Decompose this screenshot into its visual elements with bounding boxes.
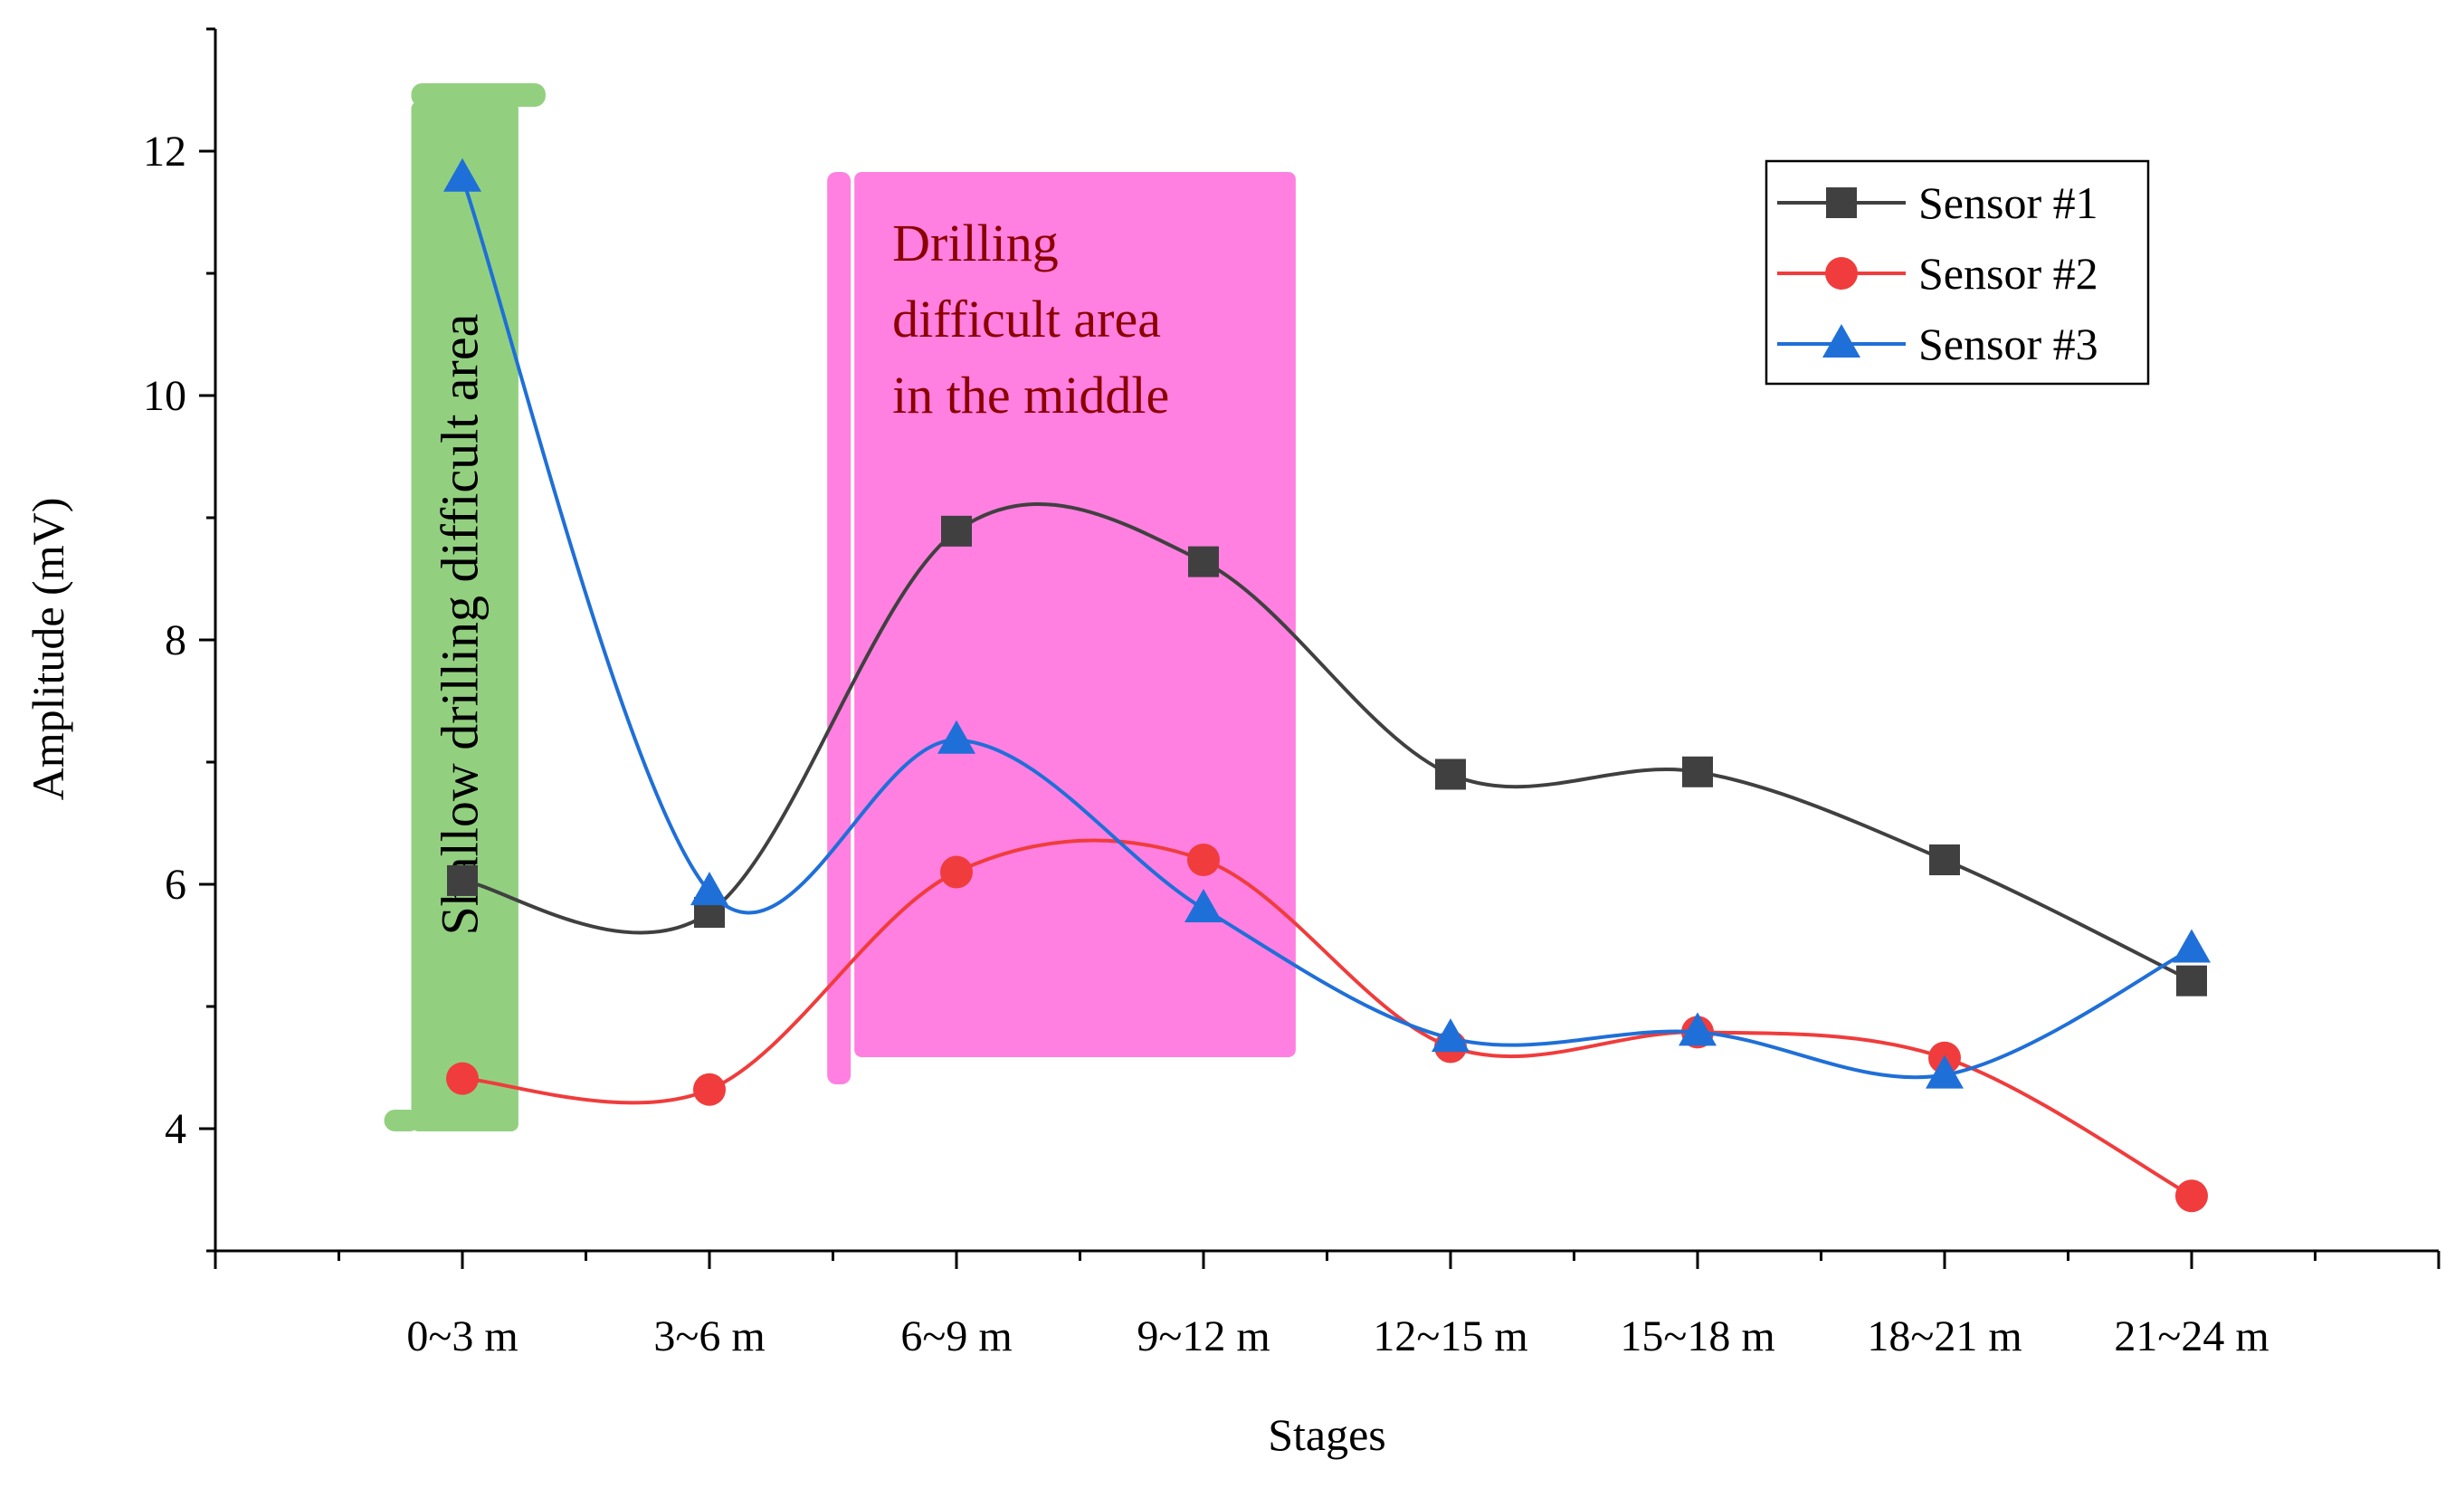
series-1-line — [461, 501, 2193, 983]
x-tick-label: 12~15 m — [1373, 1312, 1527, 1360]
legend-label: Sensor #1 — [1918, 177, 2098, 228]
series-2-point — [940, 855, 973, 889]
legend-marker — [1826, 187, 1857, 218]
series-1-point — [2176, 965, 2207, 997]
series-1 — [447, 501, 2207, 997]
middle-area-highlight — [854, 172, 1296, 1057]
shallow-area-scroll-top — [411, 83, 546, 107]
legend-item-1: Sensor #1 — [1777, 177, 2098, 228]
x-tick-label: 9~12 m — [1137, 1312, 1270, 1360]
shallow-area-scroll-bottom — [384, 1110, 421, 1131]
y-tick-label: 8 — [165, 616, 186, 664]
series-1-point — [447, 864, 478, 896]
series-1-point — [1435, 758, 1466, 790]
series-3-point — [1184, 889, 1222, 922]
x-tick-label: 15~18 m — [1620, 1312, 1774, 1360]
series-3-point — [2173, 929, 2211, 963]
series-2-point — [693, 1073, 726, 1106]
series-3-point — [443, 157, 481, 192]
series-3-point — [1926, 1054, 1964, 1089]
legend-item-2: Sensor #2 — [1777, 248, 2098, 299]
middle-area-annotation: Drilling difficult area in the middle — [827, 172, 1296, 1084]
shallow-area-annotation: Shallow drilling difficult area — [384, 83, 546, 1131]
series-3 — [443, 157, 2211, 1089]
legend-label: Sensor #3 — [1918, 319, 2098, 369]
x-tick-label: 0~3 m — [406, 1312, 518, 1360]
y-tick-label: 6 — [165, 861, 186, 909]
legend-items: Sensor #1 Sensor #2 Sensor #3 — [1777, 177, 2098, 369]
shallow-area-highlight — [411, 101, 518, 1131]
x-axis-title: Stages — [1268, 1409, 1386, 1460]
middle-area-label-line-2: difficult area — [892, 290, 1161, 348]
series-2 — [446, 838, 2208, 1213]
series-1-point — [1929, 844, 1960, 875]
x-tick-label: 18~21 m — [1867, 1312, 2022, 1360]
series-2-point — [2175, 1179, 2208, 1213]
y-axis-ticks: 4 6 8 10 12 — [143, 27, 215, 1253]
axes: 4 6 8 10 12 0~3 m 3~6 m 6~9 m 9~12 m 12~15 m 15~1… — [23, 27, 2440, 1460]
series-3-point — [1432, 1018, 1470, 1053]
legend-item-3: Sensor #3 — [1777, 319, 2098, 369]
series-1-point — [941, 515, 972, 547]
series-layer — [443, 157, 2211, 1213]
series-2-point — [446, 1062, 479, 1095]
series-2-line — [461, 838, 2193, 1197]
series-3-point — [690, 872, 728, 906]
x-axis-ticks: 0~3 m 3~6 m 6~9 m 9~12 m 12~15 m 15~18 m 18~21… — [214, 1251, 2440, 1360]
series-2-point — [1187, 844, 1220, 876]
x-tick-label: 21~24 m — [2114, 1312, 2269, 1360]
shallow-area-label: Shallow drilling difficult area — [431, 314, 490, 936]
legend-label: Sensor #2 — [1918, 248, 2098, 299]
series-1-point — [1188, 546, 1219, 577]
y-tick-label: 10 — [143, 372, 186, 420]
series-3-point — [937, 720, 975, 754]
legend-marker — [1822, 324, 1860, 358]
series-1-point — [1682, 756, 1713, 787]
middle-area-label-line-1: Drilling — [892, 214, 1059, 272]
legend: Sensor #1 Sensor #2 Sensor #3 — [1765, 159, 2150, 386]
series-3-point — [1679, 1012, 1717, 1046]
y-tick-label: 12 — [143, 128, 186, 176]
middle-area-scroll-edge — [827, 172, 851, 1084]
legend-marker — [1825, 257, 1858, 290]
middle-area-label-line-3: in the middle — [892, 366, 1169, 424]
annotation-layer: Shallow drilling difficult area Drilling… — [384, 83, 1296, 1131]
x-tick-label: 3~6 m — [653, 1312, 765, 1360]
y-axis-title: Amplitude (mV) — [23, 498, 73, 801]
y-tick-label: 4 — [165, 1105, 186, 1153]
x-tick-label: 6~9 m — [900, 1312, 1012, 1360]
